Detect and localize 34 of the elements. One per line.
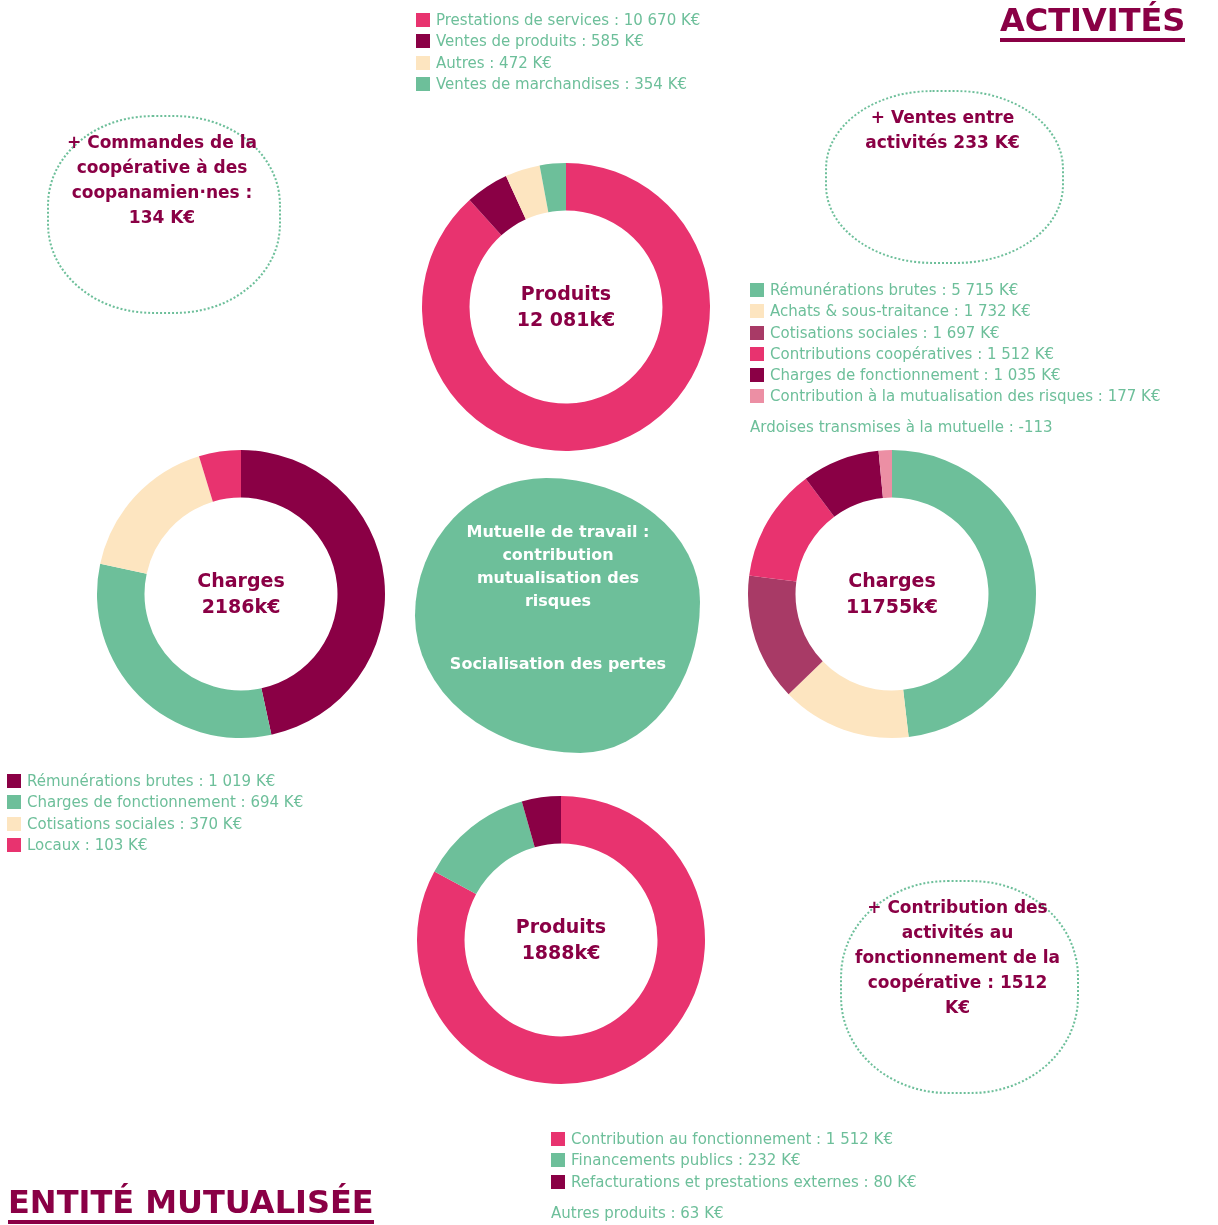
text: 2186k€ [200, 594, 282, 619]
legend-label: Refacturations et prestations externes : 80 K€ [571, 1172, 917, 1191]
text: + Ventes entre activités 233 K€ [864, 106, 1021, 154]
legend-label: Prestations de services : 10 670 K€ [436, 11, 701, 29]
legend-label: Ventes de marchandises : 354 K€ [436, 74, 688, 93]
legend-label: Contribution à la mutualisation des risques : 177 K€ [770, 387, 1161, 406]
text: Produits [519, 281, 613, 306]
legend-label: Autres : 472 K€ [436, 53, 552, 72]
legend-label: Financements publics : 232 K€ [571, 1151, 801, 1170]
text: 11755k€ [845, 594, 939, 619]
legend-label: Rémunérations brutes : 5 715 K€ [770, 281, 1019, 299]
legend-label: Rémunérations brutes : 1 019 K€ [27, 772, 276, 790]
text: + Contribution des activités au fonctionnement de la coopérative : 1512 K€ [855, 896, 1060, 1019]
text: 12 081k€ [515, 307, 617, 332]
text: Charges [847, 568, 937, 593]
legend-label: Cotisations sociales : 1 697 K€ [770, 323, 1000, 342]
legend-label: Contributions coopératives : 1 512 K€ [770, 344, 1055, 363]
text: Ardoises transmises à la mutuelle : -113 [750, 418, 1053, 436]
legend-label: Locaux : 103 K€ [27, 835, 148, 854]
legend-label: Cotisations sociales : 370 K€ [27, 814, 243, 833]
legend-label: Contribution au fonctionnement : 1 512 K€ [571, 1130, 893, 1148]
text: 1888k€ [520, 940, 602, 965]
legend-label: Achats & sous-traitance : 1 732 K€ [770, 302, 1031, 321]
text: Mutuelle de travail : contribution mutualisation des risques [465, 521, 651, 612]
text: Produits [514, 914, 608, 939]
legend-label: Charges de fonctionnement : 694 K€ [27, 793, 304, 812]
text: + Commandes de la coopérative à des coopanamien·nes : 134 K€ [66, 131, 258, 229]
legend-label: Charges de fonctionnement : 1 035 K€ [770, 366, 1061, 385]
text: ENTITÉ MUTUALISÉE [8, 1183, 374, 1224]
text: Autres produits : 63 K€ [551, 1204, 724, 1222]
legend-label: Ventes de produits : 585 K€ [436, 32, 644, 51]
text: ACTIVITÉS [1000, 1, 1186, 42]
text: Socialisation des pertes [448, 653, 668, 675]
text: Charges [196, 568, 286, 593]
